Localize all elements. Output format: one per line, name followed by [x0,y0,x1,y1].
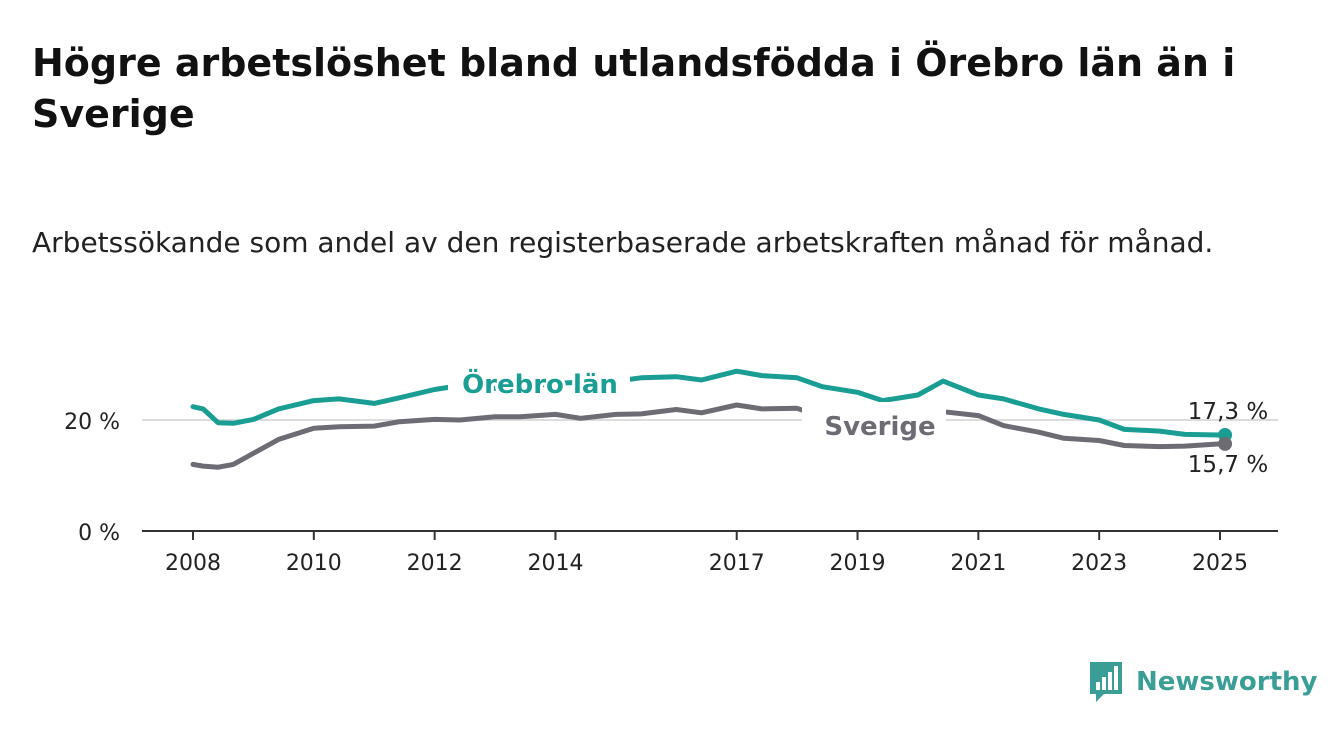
series-label: Örebro län [462,367,618,400]
y-tick-label: 0 % [78,521,120,546]
x-tick-label: 2017 [709,551,765,576]
brand-name: Newsworthy [1136,667,1318,697]
label-knockout [448,365,480,405]
axis-layer: 0 % 20 % 2008 2010 2012 2014 2017 2019 2021 2023 2… [64,410,1278,576]
x-tick-label: 2019 [830,551,886,576]
end-value-label: 17,3 % [1188,399,1268,425]
label-layer: Örebro län 17,3 % Sverige 15,7 % [459,364,1268,478]
label-knockout [802,402,946,442]
label-knockout [580,365,630,398]
x-tick-label: 2021 [950,551,1006,576]
x-tick-label: 2012 [407,551,463,576]
chart-subtitle: Arbetssökande som andel av den registerb… [32,226,1214,259]
series-line-1 [190,402,1228,470]
x-tick-label: 2014 [527,551,583,576]
x-tick-label: 2023 [1071,551,1127,576]
y-tick-label: 20 % [64,410,120,435]
x-tick-label: 2008 [165,551,221,576]
newsworthy-logo: Newsworthy [1088,660,1317,704]
series-endpoint-1 [1218,436,1233,451]
x-tick-label: 2010 [286,551,342,576]
x-tick-label: 2025 [1192,551,1248,576]
series-layer [190,365,1233,470]
series-label: Sverige [824,412,935,442]
newsworthy-chart-icon [1090,662,1122,702]
chart-title: Högre arbetslöshet bland utlandsfödda i … [32,41,1236,136]
line-chart: 0 % 20 % 2008 2010 2012 2014 2017 2019 2021 2023 2… [64,364,1278,576]
series-line-0 [190,368,1228,438]
end-value-label: 15,7 % [1188,452,1268,478]
